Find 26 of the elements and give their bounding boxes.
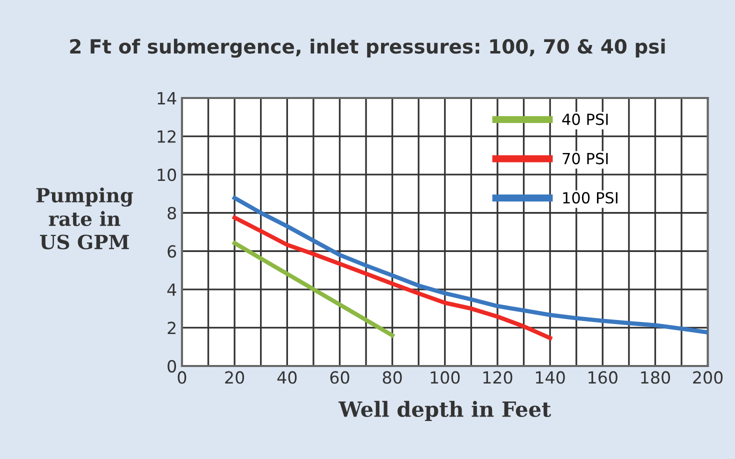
x-tick-label: 0 [178,371,186,384]
x-tick-label: 100 [430,371,460,384]
x-tick-label: 20 [225,371,244,384]
y-tick-label: 4 [167,284,176,296]
y-tick-label: 8 [168,206,176,220]
legend-label: 70 PSI [562,152,608,164]
y-tick-label: 10 [158,168,176,182]
y-tick-label: 6 [168,245,176,258]
x-tick-label: 140 [536,371,565,384]
y-axis-title: Pumping rate in US GPM [36,188,134,250]
x-tick-label: 180 [641,371,670,384]
legend-label: 40 PSI [562,114,608,126]
line-series [232,216,552,340]
x-tick-label: 40 [277,371,297,384]
legend-label: 100 PSI [563,192,618,204]
x-tick-label: 60 [330,371,350,384]
x-tick-label: 200 [693,371,723,384]
y-tick-label: 0 [168,360,176,373]
chart-title: 2 Ft of submergence, inlet pressures: 100, 70 & 40 psi [70,38,665,58]
y-tick-label: 12 [158,130,176,143]
x-tick-label: 80 [382,371,402,384]
y-tick-label: 2 [168,322,176,334]
x-tick-label: 160 [588,371,618,384]
y-tick-label: 14 [158,92,176,104]
x-tick-label: 120 [483,371,512,384]
x-axis-title: Well depth in Feet [338,400,552,422]
